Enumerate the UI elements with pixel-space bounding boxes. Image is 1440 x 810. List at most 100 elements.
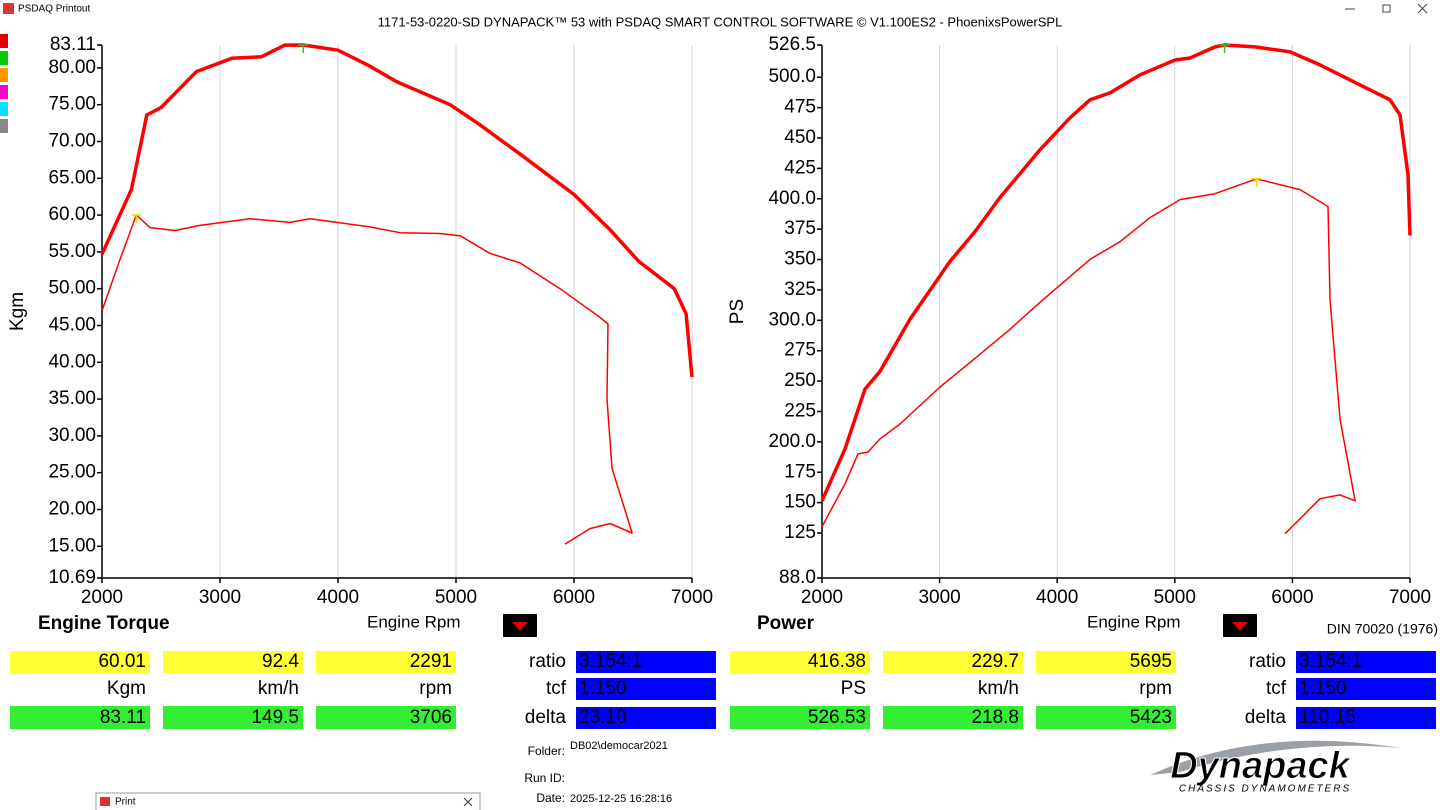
x-tick-label: 2000	[81, 587, 123, 608]
swatch[interactable]	[0, 51, 8, 65]
setting-label: tcf	[1266, 678, 1287, 699]
y-tick-label: 325	[784, 279, 816, 300]
y-tick-label: 55.00	[48, 241, 96, 262]
y-tick-label: 70.00	[48, 131, 96, 152]
setting-box	[1296, 678, 1436, 700]
current-value: 416.38	[808, 651, 866, 672]
peak-box	[316, 706, 456, 729]
current-value: 5695	[1130, 651, 1172, 672]
x-tick-label: 5000	[1154, 587, 1196, 608]
current-box	[163, 651, 303, 673]
setting-label: ratio	[1249, 651, 1286, 672]
color-swatches[interactable]	[0, 34, 8, 133]
peak-value: 5423	[1130, 707, 1172, 728]
unit-label: PS	[841, 678, 866, 699]
title-bar	[0, 0, 1440, 18]
dropdown-arrow	[512, 622, 528, 631]
peak-box	[1036, 706, 1176, 729]
setting-box	[1296, 707, 1436, 729]
current-value: 2291	[410, 651, 452, 672]
y-tick-label: 150	[784, 492, 816, 513]
window-controls[interactable]	[1345, 3, 1428, 14]
setting-label: ratio	[529, 651, 566, 672]
peak-value: 3706	[410, 707, 452, 728]
setting-label: delta	[1245, 707, 1287, 728]
setting-value: 23.10	[579, 707, 627, 728]
y-tick-label: 450	[784, 127, 816, 148]
swatch[interactable]	[0, 68, 8, 82]
y-axis-title: Kgm	[7, 292, 28, 331]
y-tick-label: 15.00	[48, 535, 96, 556]
data-line	[820, 43, 1412, 502]
data-line	[101, 214, 633, 545]
unit-label: Kgm	[107, 678, 146, 699]
logo-text: Dynapack	[1170, 745, 1351, 787]
peak-value: 149.5	[251, 707, 299, 728]
y-axis-title: PS	[727, 299, 748, 324]
x-tick-label: 4000	[1036, 587, 1078, 608]
print-window-frame[interactable]	[95, 792, 481, 810]
setting-value: 1.150	[1299, 678, 1347, 699]
setting-box	[576, 707, 716, 729]
print-close[interactable]	[463, 797, 473, 807]
app-icon	[3, 3, 14, 14]
y-tick-label: 50.00	[48, 278, 96, 299]
peak-marker	[298, 44, 309, 53]
y-tick-label: 88.0	[779, 567, 816, 588]
swatch[interactable]	[0, 85, 8, 99]
y-tick-label: 75.00	[48, 94, 96, 115]
y-tick-label: 45.00	[48, 314, 96, 335]
peak-value: 83.11	[100, 707, 146, 728]
print-window-title: Print	[115, 797, 136, 808]
peak-box	[163, 706, 303, 729]
logo-swoosh	[1150, 740, 1400, 775]
standard-label: DIN 70020 (1976)	[1327, 621, 1438, 637]
x-tick-label: 7000	[1389, 587, 1431, 608]
y-tick-label: 350	[784, 249, 816, 270]
data-line	[100, 43, 694, 378]
current-box	[730, 651, 870, 673]
chart: 2000 3000 4000 5000 6000 7000 526.5 500.0 475 450…	[727, 34, 1431, 608]
y-tick-label: 125	[784, 522, 816, 543]
x-tick-label: 2000	[801, 587, 843, 608]
swatch[interactable]	[0, 102, 8, 116]
close[interactable]	[1417, 3, 1428, 14]
current-box	[10, 651, 150, 673]
y-tick-label: 80.00	[48, 57, 96, 78]
setting-label: tcf	[546, 678, 567, 699]
logo-tagline: CHASSIS DYNAMOMETERS	[1179, 784, 1351, 795]
current-box	[316, 651, 456, 673]
x-tick-label: 5000	[435, 587, 477, 608]
current-value: 60.01	[98, 651, 146, 672]
unit-label: km/h	[978, 678, 1019, 699]
y-tick-label: 300.0	[768, 309, 816, 330]
setting-value: 110.15	[1299, 707, 1356, 728]
logo: Dynapack CHASSIS DYNAMOMETERS	[1150, 740, 1400, 795]
peak-value: 526.53	[808, 707, 866, 728]
x-tick-label: 6000	[553, 587, 595, 608]
peak-box	[883, 706, 1023, 729]
dropdown-arrow	[1232, 622, 1248, 631]
y-tick-label: 20.00	[48, 498, 96, 519]
setting-value: 3.154:1	[579, 651, 642, 672]
x-tick-label: 7000	[671, 587, 713, 608]
panel-title: Power	[757, 613, 815, 634]
y-tick-label: 35.00	[48, 388, 96, 409]
y-tick-label: 65.00	[48, 167, 96, 188]
folder-value: DB02\democar2021	[570, 740, 668, 752]
y-tick-label: 40.00	[48, 351, 96, 372]
swatch[interactable]	[0, 34, 8, 48]
readout-panel: Power Engine Rpm DIN 70020 (1976) 416.38 PS 5…	[730, 612, 1438, 729]
restore[interactable]	[1382, 4, 1391, 13]
readout-panels: Engine Torque Engine Rpm 60.01 Kgm 83.11 92.4…	[10, 612, 1438, 729]
y-tick-label: 400.0	[768, 188, 816, 209]
y-tick-label: 425	[784, 157, 816, 178]
current-value: 229.7	[971, 651, 1019, 672]
x-tick-label: 3000	[199, 587, 241, 608]
swatch[interactable]	[0, 119, 8, 133]
peak-marker	[1219, 44, 1230, 53]
print-window[interactable]: Print	[95, 792, 481, 810]
y-tick-label: 175	[784, 461, 816, 482]
